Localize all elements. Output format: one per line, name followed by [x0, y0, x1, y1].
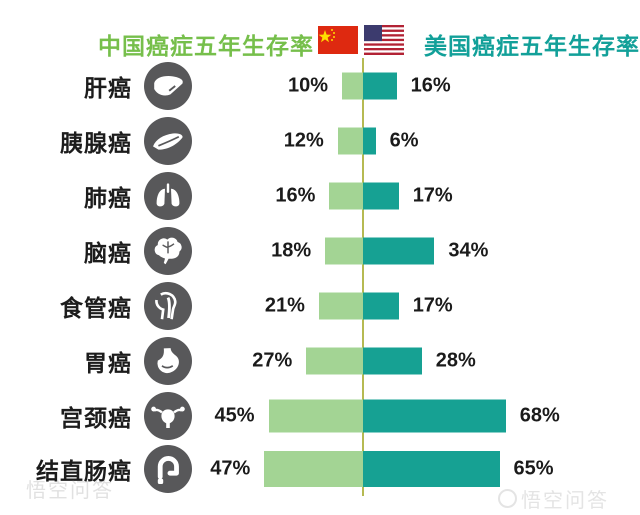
- china-value-label: 16%: [275, 184, 316, 207]
- chart-row: 脑癌 18% 34%: [0, 224, 640, 278]
- china-value-label: 12%: [283, 129, 324, 152]
- chart-row: 结直肠癌 47% 65%: [0, 442, 640, 496]
- china-bar: [329, 182, 363, 210]
- cancer-type-label: 食管癌: [60, 295, 132, 321]
- chart-row: 肺癌 16% 17%: [0, 169, 640, 223]
- center-axis-line: [362, 58, 364, 496]
- cancer-type-label: 肝癌: [84, 75, 132, 101]
- usa-bar: [363, 237, 435, 265]
- chart-row: 胃癌 27% 28%: [0, 334, 640, 388]
- usa-value-label: 34%: [448, 239, 489, 262]
- usa-bar: [363, 399, 506, 433]
- china-bar: [325, 237, 363, 265]
- usa-value-label: 17%: [412, 294, 453, 317]
- pancreas-icon: [144, 117, 192, 165]
- usa-flag-icon: [364, 25, 404, 55]
- chart-row: 胰腺癌 12% 6%: [0, 114, 640, 168]
- usa-bar: [363, 292, 399, 320]
- china-bar: [337, 127, 363, 155]
- usa-bar: [363, 347, 422, 375]
- usa-bar: [363, 182, 399, 210]
- usa-title: 美国癌症五年生存率: [424, 33, 640, 59]
- china-value-label: 47%: [210, 457, 251, 480]
- usa-bar: [363, 72, 397, 100]
- china-bar: [264, 451, 363, 487]
- china-title: 中国癌症五年生存率: [98, 33, 314, 59]
- usa-bar: [363, 451, 500, 487]
- usa-bar: [363, 127, 376, 155]
- cancer-type-label: 肺癌: [84, 185, 132, 211]
- cancer-type-label: 脑癌: [84, 240, 132, 266]
- chart-row: 肝癌 10% 16%: [0, 59, 640, 113]
- china-bar: [268, 399, 363, 433]
- brain-icon: [144, 227, 192, 275]
- china-value-label: 18%: [271, 239, 312, 262]
- cancer-type-label: 胰腺癌: [60, 130, 132, 156]
- colon-icon: [144, 445, 192, 493]
- china-value-label: 45%: [214, 404, 255, 427]
- cancer-type-label: 结直肠癌: [36, 458, 132, 484]
- china-bar: [318, 292, 363, 320]
- usa-value-label: 16%: [410, 74, 451, 97]
- stomach-icon: [144, 337, 192, 385]
- chart-row: 宫颈癌 45% 68%: [0, 389, 640, 443]
- usa-value-label: 68%: [519, 404, 560, 427]
- usa-value-label: 17%: [412, 184, 453, 207]
- esophagus-icon: [144, 282, 192, 330]
- china-value-label: 10%: [287, 74, 328, 97]
- usa-value-label: 6%: [389, 129, 419, 152]
- liver-icon: [144, 62, 192, 110]
- china-bar: [342, 72, 363, 100]
- china-value-label: 27%: [252, 349, 293, 372]
- usa-value-label: 65%: [513, 457, 554, 480]
- uterus-icon: [144, 392, 192, 440]
- cancer-type-label: 胃癌: [84, 350, 132, 376]
- cancer-type-label: 宫颈癌: [60, 405, 132, 431]
- lungs-icon: [144, 172, 192, 220]
- china-value-label: 21%: [264, 294, 305, 317]
- china-bar: [306, 347, 363, 375]
- china-flag-icon: [318, 26, 358, 54]
- chart-row: 食管癌 21% 17%: [0, 279, 640, 333]
- usa-value-label: 28%: [435, 349, 476, 372]
